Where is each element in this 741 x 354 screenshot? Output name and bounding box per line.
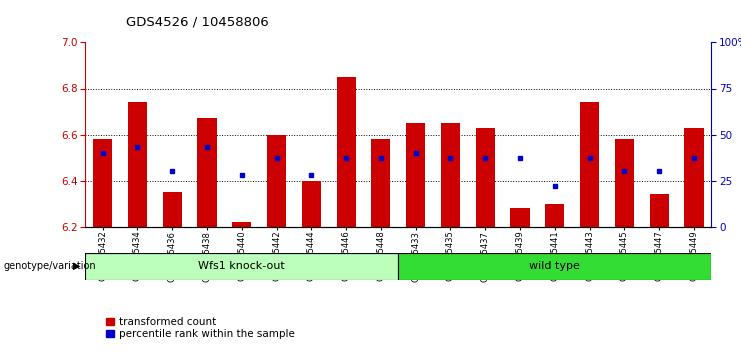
Bar (93, 139, 112, 227)
Legend: transformed count, percentile rank within the sample: transformed count, percentile rank withi… (102, 313, 299, 344)
Bar (511, 208, 530, 227)
FancyBboxPatch shape (399, 253, 711, 280)
Text: wild type: wild type (529, 261, 580, 272)
Bar (406, 123, 425, 227)
Bar (267, 135, 286, 227)
Bar (336, 77, 356, 227)
Bar (128, 102, 147, 227)
Bar (302, 181, 321, 227)
Text: Wfs1 knock-out: Wfs1 knock-out (199, 261, 285, 272)
Bar (441, 123, 460, 227)
Text: genotype/variation: genotype/variation (4, 261, 96, 271)
FancyBboxPatch shape (85, 253, 399, 280)
Bar (162, 192, 182, 227)
Bar (545, 204, 565, 227)
Bar (371, 139, 391, 227)
Bar (232, 222, 251, 227)
Text: GDS4526 / 10458806: GDS4526 / 10458806 (126, 16, 269, 29)
Bar (650, 194, 668, 227)
Bar (580, 102, 599, 227)
Bar (685, 128, 703, 227)
Text: ▶: ▶ (73, 261, 80, 271)
Bar (476, 128, 495, 227)
Bar (197, 118, 216, 227)
Bar (615, 139, 634, 227)
